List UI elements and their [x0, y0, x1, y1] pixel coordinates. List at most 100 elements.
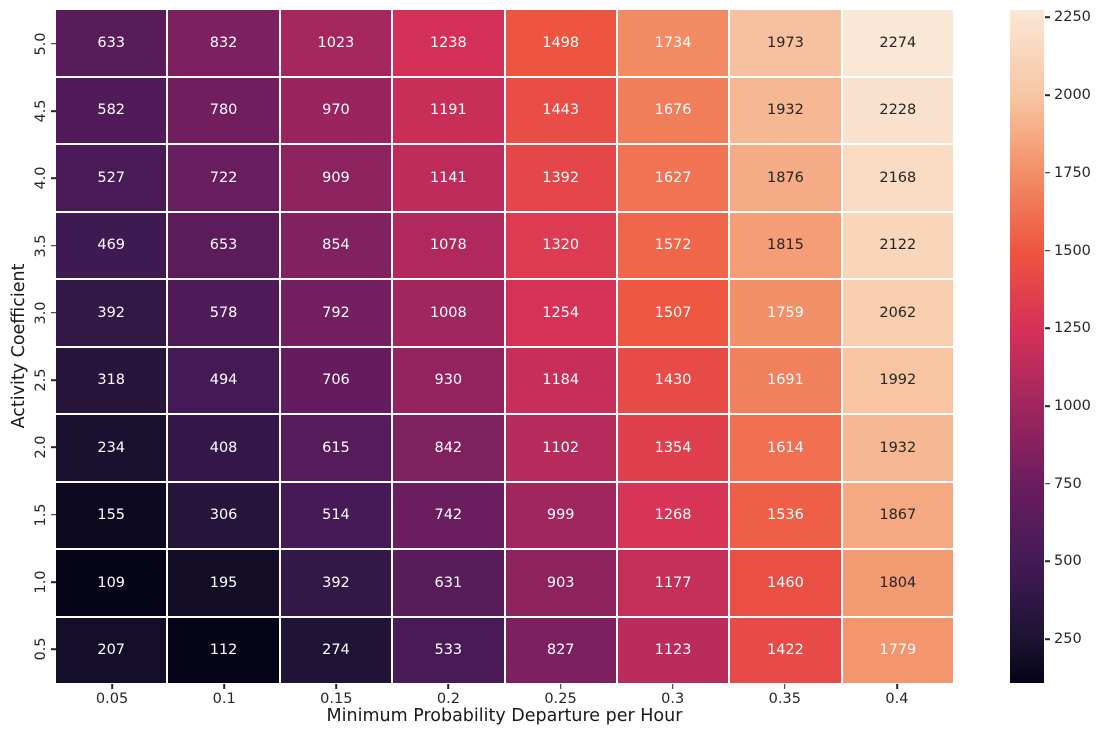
heatmap-cell: 408	[168, 415, 279, 481]
y-tick-mark	[51, 42, 56, 45]
colorbar-tick-label: 500	[1054, 553, 1082, 570]
colorbar-tick-mark	[1045, 249, 1050, 252]
heatmap-cell: 306	[168, 482, 279, 548]
cell-value: 306	[209, 507, 238, 523]
colorbar-tick-label: 250	[1054, 631, 1082, 648]
cell-value: 494	[209, 372, 238, 388]
y-tick-mark	[51, 648, 56, 651]
y-axis-ticks: 5.0 4.5 4.0 3.5 3.0 2.5 2.0 1.5 1.0 0.5	[0, 10, 56, 683]
cell-value: 1238	[429, 34, 467, 51]
cell-value: 1184	[542, 372, 580, 388]
heatmap-cell: 1254	[505, 280, 616, 346]
cell-value: 1422	[766, 642, 804, 658]
cell-value: 533	[434, 642, 463, 658]
y-tick-mark	[51, 379, 56, 381]
cell-value: 653	[209, 237, 238, 253]
heatmap-cell: 1992	[842, 347, 953, 413]
heatmap-cell: 1177	[617, 550, 729, 616]
cell-value: 832	[209, 34, 238, 51]
cell-value: 1932	[766, 102, 804, 118]
cell-value: 1627	[654, 169, 692, 186]
heatmap-cell: 1320	[505, 212, 616, 278]
heatmap-cell: 234	[56, 415, 167, 481]
cell-value: 970	[322, 102, 350, 118]
cell-value: 1254	[542, 304, 580, 321]
heatmap-cell: 1191	[393, 77, 504, 143]
colorbar-tick-mark	[1045, 94, 1050, 96]
heatmap-cell: 903	[505, 550, 616, 616]
heatmap-cell: 1614	[730, 415, 841, 481]
heatmap-cell: 1932	[730, 77, 841, 143]
heatmap-cell: 392	[280, 550, 392, 616]
y-tick-mark	[51, 513, 56, 516]
cell-value: 1691	[766, 372, 804, 388]
heatmap-cell: 1867	[842, 482, 953, 548]
x-axis-ticks: 0.05 0.1 0.15 0.2 0.25 0.3 0.35 0.4	[56, 683, 953, 713]
colorbar-tick-mark	[1045, 327, 1050, 330]
heatmap-cell: 1443	[505, 77, 616, 143]
heatmap-cell: 1023	[280, 10, 392, 76]
heatmap-cell: 909	[280, 145, 392, 211]
y-tick-label: 0.5	[33, 637, 49, 661]
heatmap-cell: 112	[168, 617, 279, 683]
y-tick-label: 4.5	[33, 99, 49, 123]
heatmap-cell: 1430	[617, 347, 729, 413]
y-tick-label: 3.5	[33, 234, 49, 258]
colorbar	[1010, 10, 1044, 683]
cell-value: 1191	[429, 102, 467, 118]
heatmap-cell: 109	[56, 550, 167, 616]
heatmap-cell: 514	[280, 482, 392, 548]
cell-value: 408	[209, 439, 238, 456]
heatmap-cell: 854	[280, 212, 392, 278]
colorbar-tick-label: 2250	[1054, 9, 1091, 26]
cell-value: 1141	[429, 169, 467, 186]
heatmap-cell: 1498	[505, 10, 616, 76]
heatmap-cell: 1691	[730, 347, 841, 413]
cell-value: 1023	[317, 34, 355, 51]
heatmap-cell: 1102	[505, 415, 616, 481]
x-tick-label: 0.25	[544, 691, 577, 707]
x-tick-label: 0.1	[212, 691, 236, 707]
heatmap-cell: 832	[168, 10, 279, 76]
colorbar-tick-mark	[1045, 482, 1050, 485]
x-tick-mark	[784, 684, 786, 689]
colorbar-tick-label: 1250	[1054, 320, 1091, 337]
heatmap-cell: 469	[56, 212, 167, 278]
colorbar-tick-mark	[1045, 405, 1050, 407]
cell-value: 1572	[654, 237, 692, 253]
cell-value: 274	[322, 642, 350, 658]
y-tick-mark	[51, 110, 56, 112]
cell-value: 999	[546, 507, 575, 523]
heatmap-cell: 1507	[617, 280, 729, 346]
heatmap-cell: 1123	[617, 617, 729, 683]
x-tick-mark	[111, 684, 113, 689]
colorbar-tick-label: 1500	[1054, 242, 1091, 259]
cell-value: 1536	[766, 507, 804, 523]
cell-value: 1507	[654, 304, 692, 321]
cell-value: 1734	[654, 34, 692, 51]
cell-value: 1876	[766, 169, 804, 186]
heatmap-cell: 195	[168, 550, 279, 616]
cell-value: 2274	[879, 34, 917, 51]
x-tick-label: 0.2	[436, 691, 460, 707]
heatmap-cell: 1815	[730, 212, 841, 278]
cell-value: 1759	[766, 304, 804, 321]
y-tick-mark	[51, 446, 56, 449]
heatmap-cell: 742	[393, 482, 504, 548]
cell-value: 1268	[654, 507, 692, 523]
cell-value: 109	[97, 574, 126, 591]
heatmap-cell: 1676	[617, 77, 729, 143]
heatmap-cell: 930	[393, 347, 504, 413]
cell-value: 1973	[766, 34, 804, 51]
cell-value: 2122	[879, 237, 917, 253]
cell-value: 1867	[879, 507, 917, 523]
heatmap-cell: 578	[168, 280, 279, 346]
cell-value: 1078	[429, 237, 467, 253]
x-tick-label: 0.3	[661, 691, 685, 707]
heatmap-cell: 494	[168, 347, 279, 413]
colorbar-tick-mark	[1045, 172, 1050, 174]
heatmap-cell: 1238	[393, 10, 504, 76]
cell-value: 903	[546, 574, 575, 591]
x-tick-label: 0.35	[768, 691, 801, 707]
